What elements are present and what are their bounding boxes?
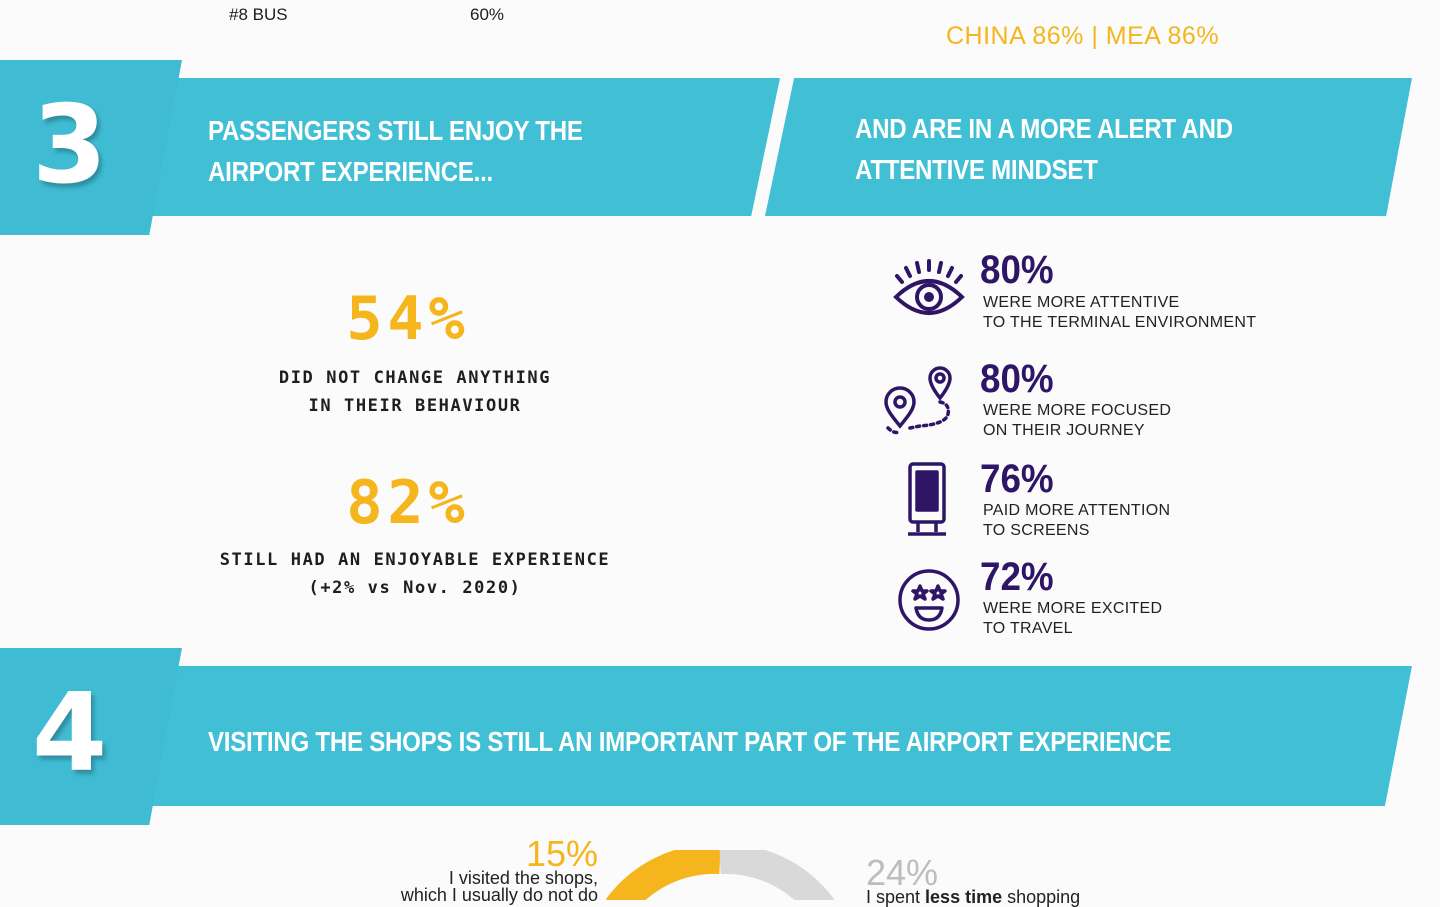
stat-focused-desc: WERE MORE FOCUSED ON THEIR JOURNEY [983,401,1171,441]
stat-enjoyable-desc: STILL HAD AN ENJOYABLE EXPERIENCE (+2% v… [210,546,620,602]
section3-left-title-line2: AIRPORT EXPERIENCE... [208,156,493,187]
stat-focused-line2: ON THEIR JOURNEY [983,422,1145,439]
stat-attentive-pct: 80% [980,248,1054,292]
stat-screens-line1: PAID MORE ATTENTION [983,502,1171,519]
donut-less-time-desc: I spent less time shopping [866,887,1186,907]
stat-excited-line2: TO TRAVEL [983,620,1073,637]
section3-right-title: AND ARE IN A MORE ALERT AND ATTENTIVE MI… [855,108,1233,190]
stat-excited-desc: WERE MORE EXCITED TO TRAVEL [983,599,1162,639]
stat-enjoyable-line2: (+2% vs Nov. 2020) [308,578,522,598]
section3-banner-left [60,78,780,216]
stat-focused-line1: WERE MORE FOCUSED [983,402,1172,419]
stat-screens-desc: PAID MORE ATTENTION TO SCREENS [983,501,1170,541]
star-eyes-emoji-icon [898,569,960,631]
section3-left-title-line1: PASSENGERS STILL ENJOY THE [208,115,583,146]
section3-banner-right [765,78,1412,216]
section3-number: 3 [32,83,108,208]
shopping-donut-chart [605,850,835,900]
stat-enjoyable-line1: STILL HAD AN ENJOYABLE EXPERIENCE [219,550,611,570]
donut-less-time-post: shopping [1002,887,1081,907]
stat-unchanged-line2: IN THEIR BEHAVIOUR [308,396,522,416]
stat-unchanged-line1: DID NOT CHANGE ANYTHING [278,368,552,388]
rank-label: #8 BUS [229,5,288,24]
eye-icon [893,259,965,315]
route-pin-icon [884,366,952,435]
stat-attentive-desc: WERE MORE ATTENTIVE TO THE TERMINAL ENVI… [983,293,1256,333]
region-stats: CHINA 86% | MEA 86% [946,22,1220,50]
donut-less-time-pre: I spent [866,887,926,907]
stat-screens-line2: TO SCREENS [983,522,1090,539]
screen-kiosk-icon [908,462,946,536]
section4-number-box [0,648,182,825]
donut-segment-visited [605,850,721,900]
stat-excited-pct: 72% [980,555,1054,599]
stat-unchanged-desc: DID NOT CHANGE ANYTHING IN THEIR BEHAVIO… [230,364,600,420]
stat-attentive-line2: TO THE TERMINAL ENVIRONMENT [983,314,1257,331]
stat-enjoyable-pct: 82% [346,468,470,538]
section3-right-title-line2: ATTENTIVE MINDSET [855,154,1098,185]
section4-number: 4 [32,671,108,796]
section4-title: VISITING THE SHOPS IS STILL AN IMPORTANT… [208,726,1172,757]
stat-attentive-line1: WERE MORE ATTENTIVE [983,294,1180,311]
stat-excited-line1: WERE MORE EXCITED [983,600,1163,617]
donut-visited-line1: I visited the shops, [448,868,598,888]
stat-screens-pct: 76% [980,457,1054,501]
section3-left-title: PASSENGERS STILL ENJOY THE AIRPORT EXPER… [208,110,583,192]
section3-right-title-line1: AND ARE IN A MORE ALERT AND [855,113,1233,144]
section4-banner [60,666,1412,806]
rank-value: 60% [470,5,505,24]
donut-less-time-bold: less time [925,887,1003,907]
donut-segment-rest [719,850,835,900]
stat-focused-pct: 80% [980,357,1054,401]
donut-visited-line2: which I usually do not do [400,885,598,905]
donut-visited-pct: 15% [526,833,599,874]
donut-less-time-pct: 24% [866,852,939,893]
stat-unchanged-pct: 54% [346,284,470,354]
section3-number-box [0,60,182,235]
donut-visited-desc: I visited the shops, which I usually do … [380,868,598,905]
